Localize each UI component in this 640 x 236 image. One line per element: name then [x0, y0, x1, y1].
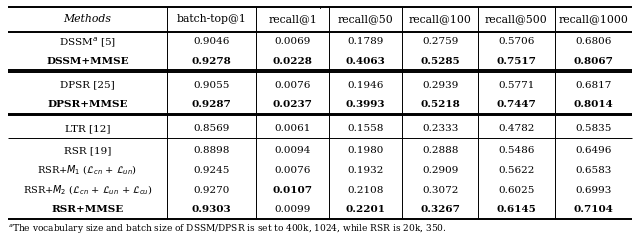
- Text: 0.0107: 0.0107: [273, 185, 312, 195]
- Text: 0.8067: 0.8067: [573, 57, 613, 66]
- Text: $^a$The vocabulary size and batch size of DSSM/DPSR is set to 400k, 1024, while : $^a$The vocabulary size and batch size o…: [8, 222, 446, 235]
- Text: 0.8014: 0.8014: [573, 100, 613, 109]
- Text: 0.5706: 0.5706: [498, 37, 534, 46]
- Text: 0.3072: 0.3072: [422, 185, 458, 195]
- Text: 0.1789: 0.1789: [348, 37, 383, 46]
- Text: 0.2201: 0.2201: [346, 205, 385, 214]
- Text: 0.3267: 0.3267: [420, 205, 460, 214]
- Text: RSR+$M_1$ ($\mathcal{L}_{cn}$ + $\mathcal{L}_{un}$): RSR+$M_1$ ($\mathcal{L}_{cn}$ + $\mathca…: [38, 164, 138, 177]
- Text: 0.0069: 0.0069: [275, 37, 311, 46]
- Text: 0.5622: 0.5622: [498, 166, 534, 175]
- Text: 0.1932: 0.1932: [348, 166, 383, 175]
- Text: 0.5218: 0.5218: [420, 100, 460, 109]
- Text: 0.7104: 0.7104: [573, 205, 613, 214]
- Text: 0.9287: 0.9287: [192, 100, 232, 109]
- Text: DSSM$^a$ [5]: DSSM$^a$ [5]: [59, 35, 116, 49]
- Text: 0.0237: 0.0237: [273, 100, 312, 109]
- Text: 0.2909: 0.2909: [422, 166, 458, 175]
- Text: 0.9270: 0.9270: [193, 185, 230, 195]
- Text: 0.4063: 0.4063: [346, 57, 385, 66]
- Text: 0.1558: 0.1558: [348, 124, 383, 133]
- Text: 0.6025: 0.6025: [498, 185, 534, 195]
- Text: 0.6145: 0.6145: [497, 205, 536, 214]
- Text: 0.0228: 0.0228: [273, 57, 312, 66]
- Text: recall@50: recall@50: [337, 14, 394, 25]
- Text: 0.3993: 0.3993: [346, 100, 385, 109]
- Text: DPSR [25]: DPSR [25]: [60, 80, 115, 90]
- Text: 0.8569: 0.8569: [193, 124, 230, 133]
- Text: 0.4782: 0.4782: [498, 124, 534, 133]
- Text: 0.6583: 0.6583: [575, 166, 612, 175]
- Text: 0.9245: 0.9245: [193, 166, 230, 175]
- Text: 0.6993: 0.6993: [575, 185, 612, 195]
- Text: 0.9303: 0.9303: [192, 205, 232, 214]
- Text: 0.0094: 0.0094: [275, 146, 311, 156]
- Text: 0.0099: 0.0099: [275, 205, 311, 214]
- Text: 0.1946: 0.1946: [348, 80, 383, 90]
- Text: 0.7517: 0.7517: [497, 57, 536, 66]
- Text: 0.7447: 0.7447: [497, 100, 536, 109]
- Text: LTR [12]: LTR [12]: [65, 124, 110, 133]
- Text: 0.2759: 0.2759: [422, 37, 458, 46]
- Text: 0.6806: 0.6806: [575, 37, 612, 46]
- Text: RSR+$M_2$ ($\mathcal{L}_{cn}$ + $\mathcal{L}_{un}$ + $\mathcal{L}_{cu}$): RSR+$M_2$ ($\mathcal{L}_{cn}$ + $\mathca…: [22, 183, 152, 197]
- Text: recall@1000: recall@1000: [559, 14, 628, 25]
- Text: 0.2888: 0.2888: [422, 146, 458, 156]
- Text: 0.0061: 0.0061: [275, 124, 311, 133]
- Text: batch-top@1: batch-top@1: [177, 14, 246, 25]
- Text: 0.6817: 0.6817: [575, 80, 612, 90]
- Text: RSR [19]: RSR [19]: [64, 146, 111, 156]
- Text: RSR+MMSE: RSR+MMSE: [51, 205, 124, 214]
- Text: 0.1980: 0.1980: [348, 146, 383, 156]
- Text: 0.8898: 0.8898: [193, 146, 230, 156]
- Text: 0.2108: 0.2108: [348, 185, 383, 195]
- Text: Methods: Methods: [63, 14, 111, 25]
- Text: DSSM+MMSE: DSSM+MMSE: [46, 57, 129, 66]
- Text: 0.5835: 0.5835: [575, 124, 612, 133]
- Text: 0.9055: 0.9055: [193, 80, 230, 90]
- Text: 0.5771: 0.5771: [498, 80, 534, 90]
- Text: 0.9278: 0.9278: [192, 57, 232, 66]
- Text: DPSR+MMSE: DPSR+MMSE: [47, 100, 128, 109]
- Text: 0.5486: 0.5486: [498, 146, 534, 156]
- Text: recall@1: recall@1: [268, 14, 317, 25]
- Text: 0.2333: 0.2333: [422, 124, 458, 133]
- Text: 0.9046: 0.9046: [193, 37, 230, 46]
- Text: recall@500: recall@500: [485, 14, 548, 25]
- Text: .: .: [319, 1, 321, 11]
- Text: 0.5285: 0.5285: [420, 57, 460, 66]
- Text: 0.2939: 0.2939: [422, 80, 458, 90]
- Text: 0.0076: 0.0076: [275, 80, 311, 90]
- Text: recall@100: recall@100: [408, 14, 472, 25]
- Text: 0.6496: 0.6496: [575, 146, 612, 156]
- Text: 0.0076: 0.0076: [275, 166, 311, 175]
